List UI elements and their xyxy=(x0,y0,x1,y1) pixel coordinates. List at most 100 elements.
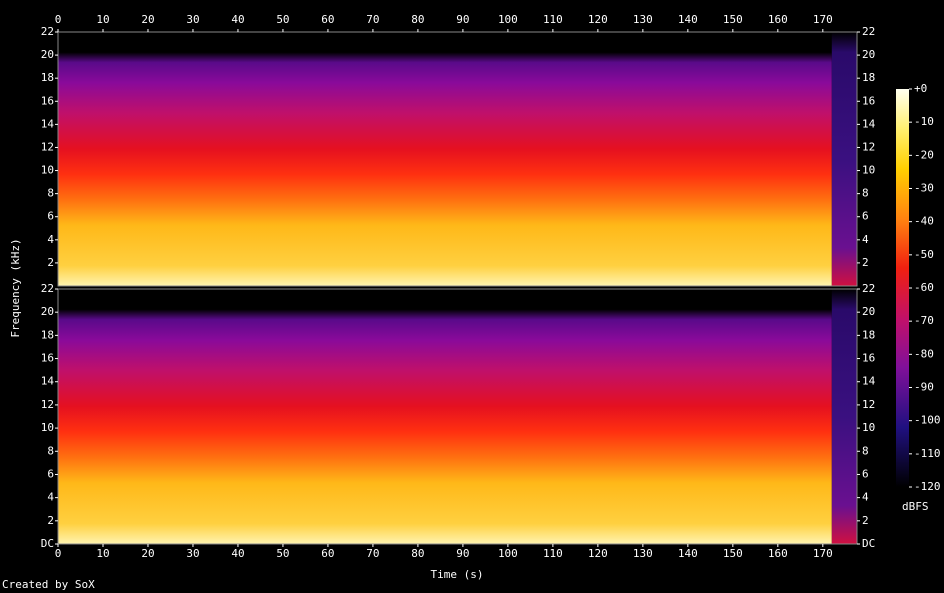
x-tick-label-top: 160 xyxy=(768,13,788,26)
x-tick-label-top: 60 xyxy=(321,13,334,26)
y-tick-label: 6 xyxy=(47,467,54,480)
colorbar-tick-label: -20 xyxy=(914,148,934,161)
x-tick-label: 40 xyxy=(231,547,244,560)
y-tick-label: 8 xyxy=(47,444,54,457)
x-tick-label: 140 xyxy=(678,547,698,560)
y-tick-label-right: 4 xyxy=(862,233,869,246)
colorbar-tick-label: -90 xyxy=(914,381,934,394)
x-tick-label: 90 xyxy=(456,547,469,560)
x-tick-label: 130 xyxy=(633,547,653,560)
colorbar-tick-label: -120 xyxy=(914,480,941,493)
colorbar-tick-label: -50 xyxy=(914,248,934,261)
y-tick-label: 14 xyxy=(41,375,55,388)
y-tick-label-right: 22 xyxy=(862,282,875,295)
spectrogram-tail xyxy=(831,32,857,286)
x-tick-label-top: 40 xyxy=(231,13,244,26)
y-tick-label-right: 10 xyxy=(862,164,875,177)
x-tick-label-top: 70 xyxy=(366,13,379,26)
spectrogram-panel xyxy=(58,32,832,286)
x-tick-label: 60 xyxy=(321,547,334,560)
footer: Created by SoX xyxy=(2,578,95,591)
y-tick-label: 18 xyxy=(41,71,54,84)
x-tick-label: 30 xyxy=(186,547,199,560)
x-tick-label: 70 xyxy=(366,547,379,560)
colorbar-tick-label: -30 xyxy=(914,182,934,195)
x-tick-label-top: 0 xyxy=(55,13,62,26)
colorbar-tick-label: -40 xyxy=(914,215,934,228)
colorbar-label: dBFS xyxy=(902,500,929,513)
y-tick-label: 6 xyxy=(47,210,54,223)
x-tick-label-top: 20 xyxy=(141,13,154,26)
y-tick-label: 18 xyxy=(41,328,54,341)
y-tick-label: 12 xyxy=(41,398,54,411)
x-tick-label: 100 xyxy=(498,547,518,560)
y-tick-label-right: 16 xyxy=(862,94,875,107)
y-tick-label: 22 xyxy=(41,282,54,295)
x-tick-label-top: 90 xyxy=(456,13,469,26)
y-axis-label: Frequency (kHz) xyxy=(9,238,22,337)
x-tick-label: 80 xyxy=(411,547,424,560)
x-tick-label-top: 80 xyxy=(411,13,424,26)
y-tick-label-right: 8 xyxy=(862,187,869,200)
y-tick-label-right: 6 xyxy=(862,210,869,223)
colorbar-tick-label: -10 xyxy=(914,115,934,128)
x-tick-label: 160 xyxy=(768,547,788,560)
y-tick-label: 20 xyxy=(41,48,54,61)
y-tick-label: 4 xyxy=(47,233,54,246)
x-tick-label-top: 50 xyxy=(276,13,289,26)
colorbar-tick-label: -80 xyxy=(914,347,934,360)
y-tick-label: 2 xyxy=(47,514,54,527)
x-tick-label-top: 130 xyxy=(633,13,653,26)
y-tick-label: DC xyxy=(41,537,54,550)
y-tick-label-right: 12 xyxy=(862,140,875,153)
colorbar xyxy=(896,89,909,487)
x-tick-label-top: 100 xyxy=(498,13,518,26)
x-tick-label: 10 xyxy=(96,547,109,560)
y-tick-label: 2 xyxy=(47,256,54,269)
x-tick-label: 0 xyxy=(55,547,62,560)
x-tick-label-top: 150 xyxy=(723,13,743,26)
x-tick-label-top: 110 xyxy=(543,13,563,26)
y-tick-label-right: 10 xyxy=(862,421,875,434)
colorbar-tick-label: -60 xyxy=(914,281,934,294)
y-tick-label-right: 14 xyxy=(862,117,876,130)
colorbar-tick-label: -70 xyxy=(914,314,934,327)
y-tick-label-right: 8 xyxy=(862,444,869,457)
y-tick-label: 20 xyxy=(41,305,54,318)
y-tick-label: 8 xyxy=(47,187,54,200)
y-tick-label-right: 18 xyxy=(862,71,875,84)
colorbar-tick-label: -100 xyxy=(914,414,941,427)
y-tick-label-right: 20 xyxy=(862,48,875,61)
y-tick-label: 10 xyxy=(41,164,54,177)
colorbar-tick-label: +0 xyxy=(914,82,927,95)
y-tick-label-right: 6 xyxy=(862,467,869,480)
x-tick-label-top: 120 xyxy=(588,13,608,26)
y-tick-label-right: DC xyxy=(862,537,875,550)
x-tick-label: 170 xyxy=(813,547,833,560)
spectrogram-panel xyxy=(58,289,832,544)
x-axis-label: Time (s) xyxy=(431,568,484,581)
x-tick-label: 120 xyxy=(588,547,608,560)
y-tick-label: 16 xyxy=(41,94,54,107)
y-tick-label-right: 12 xyxy=(862,398,875,411)
y-tick-label: 22 xyxy=(41,25,54,38)
colorbar-tick-label: -110 xyxy=(914,447,941,460)
x-tick-label-top: 140 xyxy=(678,13,698,26)
y-tick-label-right: 2 xyxy=(862,256,869,269)
y-tick-label-right: 16 xyxy=(862,352,875,365)
y-tick-label: 16 xyxy=(41,352,54,365)
x-tick-label-top: 30 xyxy=(186,13,199,26)
panel-frame xyxy=(57,288,858,545)
x-tick-label-top: 170 xyxy=(813,13,833,26)
y-tick-label-right: 14 xyxy=(862,375,876,388)
y-tick-label-right: 4 xyxy=(862,491,869,504)
y-tick-label-right: 18 xyxy=(862,328,875,341)
panel-frame xyxy=(57,31,858,287)
x-tick-label-top: 10 xyxy=(96,13,109,26)
x-tick-label: 50 xyxy=(276,547,289,560)
y-tick-label-right: 22 xyxy=(862,25,875,38)
x-tick-label: 110 xyxy=(543,547,563,560)
y-tick-label: 14 xyxy=(41,117,55,130)
spectrogram-tail xyxy=(831,289,857,544)
